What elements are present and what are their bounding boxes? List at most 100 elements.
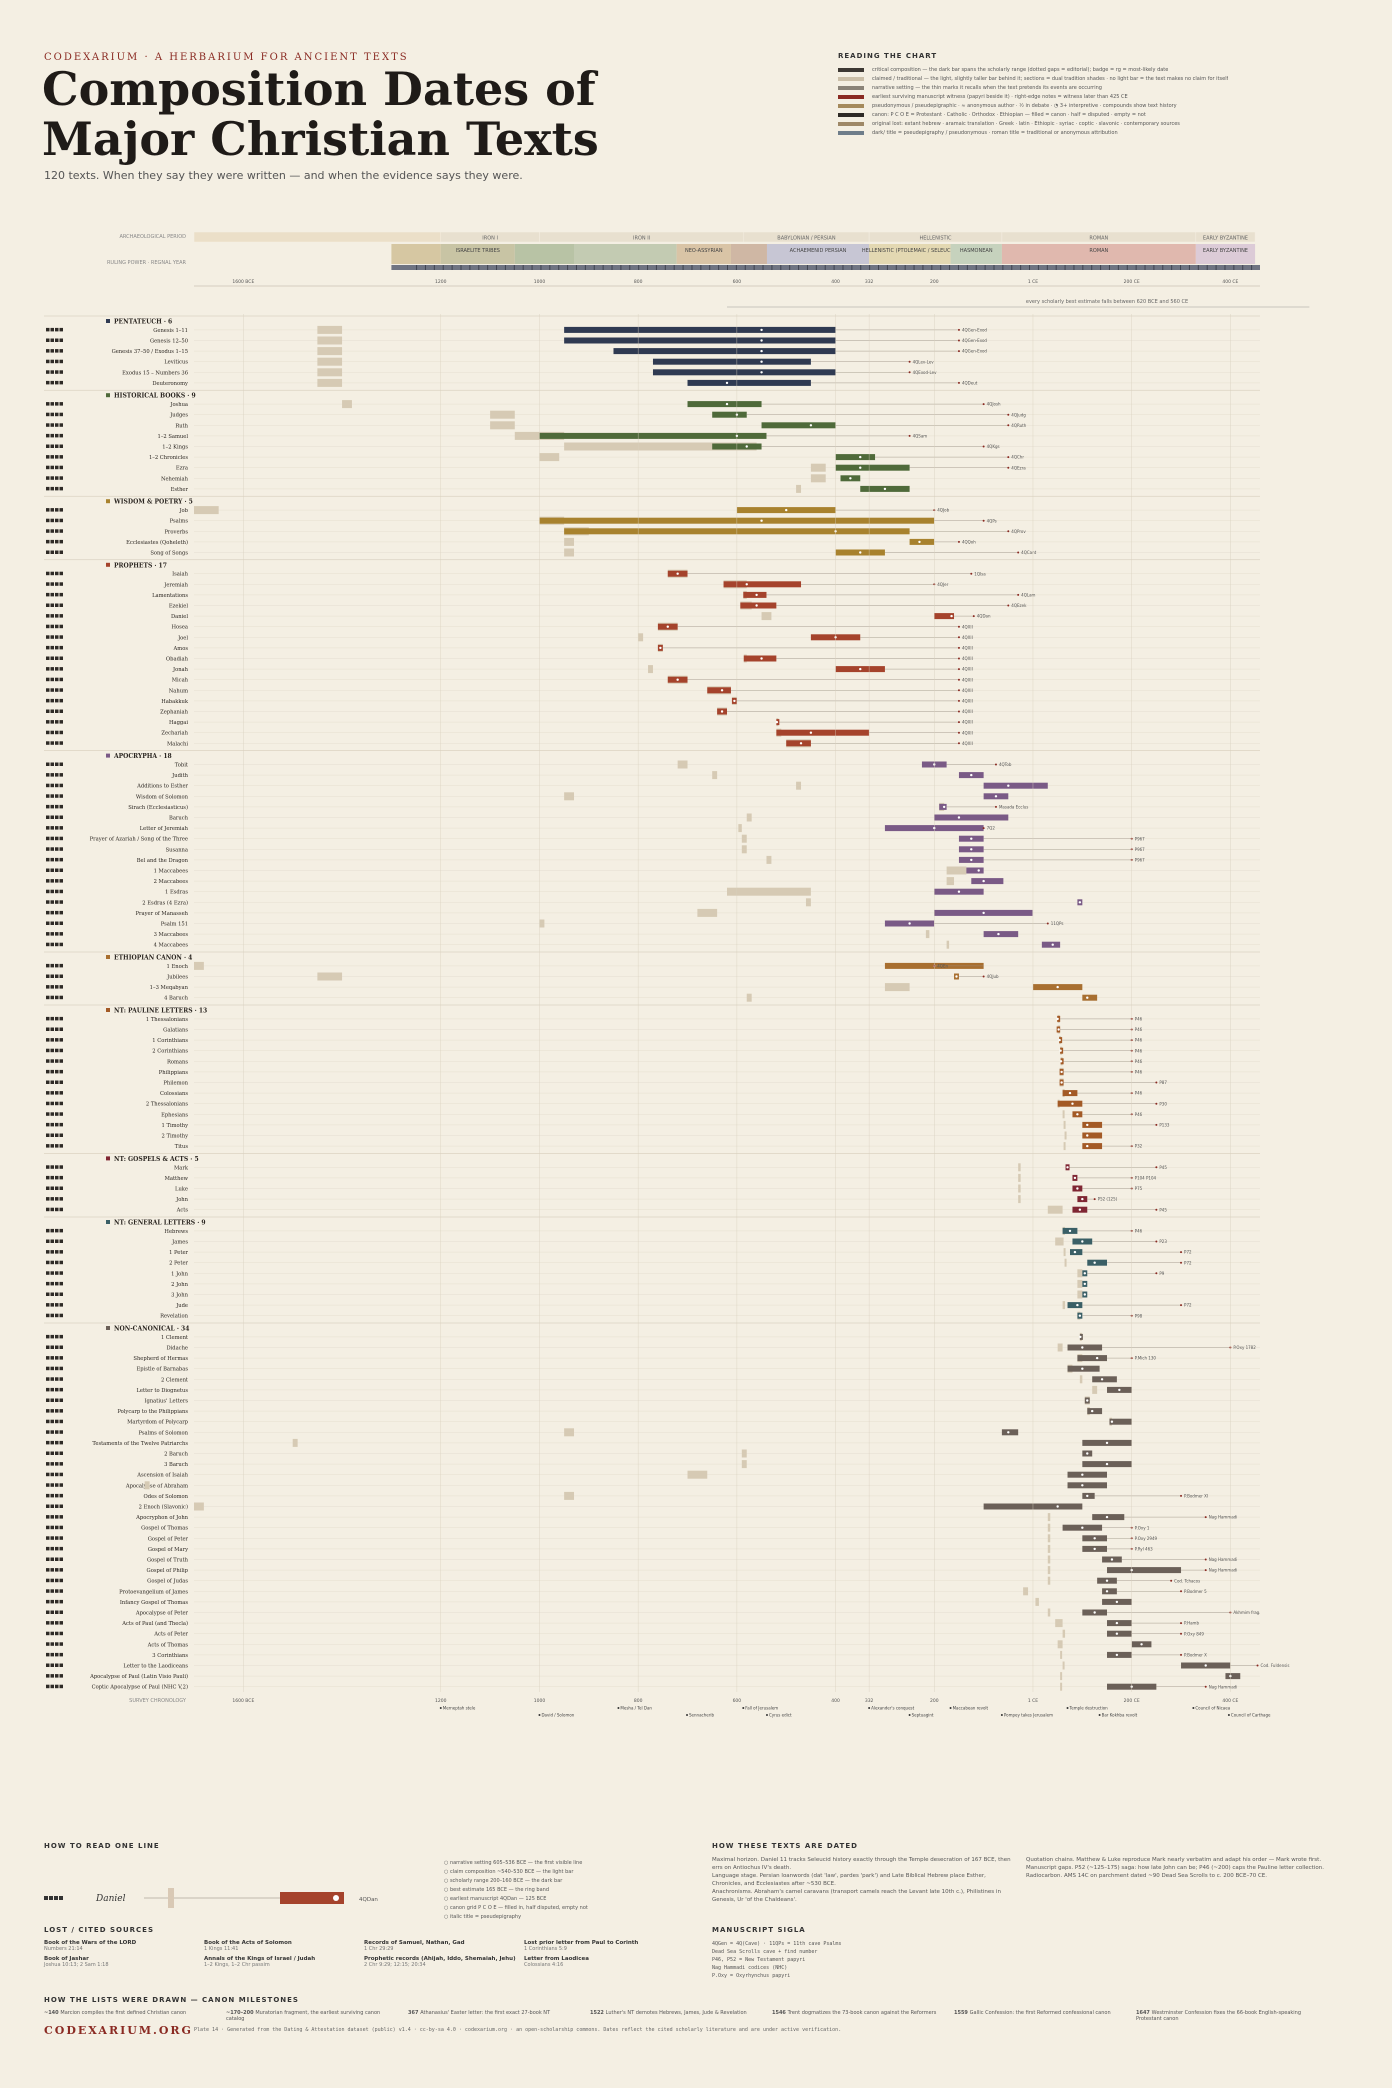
canon-box xyxy=(46,1440,50,1445)
ms-dot xyxy=(1007,413,1010,416)
canon-box xyxy=(55,380,59,385)
critical-bar xyxy=(1109,1418,1132,1425)
best-estimate-dot xyxy=(799,742,803,745)
regnal-tick xyxy=(1144,265,1146,270)
canon-box xyxy=(46,1186,50,1190)
survey-event-label: Maccabean revolt xyxy=(953,1706,989,1711)
row-title: 2 Thessalonians xyxy=(146,1102,188,1108)
canon-box xyxy=(59,1027,63,1031)
legend-rows: critical composition — the dark bar span… xyxy=(838,66,1338,137)
canon-box xyxy=(59,1239,63,1243)
claimed-bar xyxy=(194,506,219,515)
canon-box xyxy=(59,1260,63,1265)
critical-bar xyxy=(687,379,811,386)
tick-label: 1200 xyxy=(435,279,447,285)
best-estimate-dot xyxy=(982,911,985,915)
best-estimate-dot xyxy=(970,837,973,840)
ms-dot xyxy=(1204,1558,1207,1561)
canon-box xyxy=(59,603,63,607)
claimed-bar xyxy=(1018,1163,1021,1172)
ms-dot xyxy=(1017,593,1020,596)
critical-bar xyxy=(983,782,1048,789)
canon-box xyxy=(55,1409,59,1413)
regnal-tick xyxy=(558,265,560,270)
row-title: Zechariah xyxy=(161,731,188,737)
ms-dot xyxy=(957,699,960,702)
legend-swatch xyxy=(838,95,864,99)
critical-bar xyxy=(761,422,836,429)
ms-label: P.Mich 130 xyxy=(1135,1356,1157,1361)
canon-box xyxy=(55,1303,59,1307)
canon-box xyxy=(50,1409,54,1413)
ms-label: 4QChr xyxy=(1011,455,1024,460)
claimed-bar xyxy=(677,760,688,769)
ms-dot xyxy=(982,975,985,978)
best-estimate-dot xyxy=(1060,1070,1063,1074)
canon-box xyxy=(59,730,63,735)
footer-brand[interactable]: CODEXARIUM.ORG xyxy=(44,2024,193,2037)
ms-label: 4QSam xyxy=(913,434,928,439)
ms-label: P967 xyxy=(1135,836,1146,841)
section-header: HISTORICAL BOOKS · 9 xyxy=(114,393,196,400)
canon-box xyxy=(59,974,63,978)
canon-box xyxy=(50,879,54,883)
best-estimate-dot xyxy=(1086,1452,1089,1455)
lost-source: Letter from Laodicea Colossians 4:16 xyxy=(524,1956,684,1968)
row-title: Gospel of Philip xyxy=(147,1568,189,1574)
canon-box xyxy=(55,1504,59,1508)
canon-box xyxy=(55,465,59,470)
canon-box xyxy=(46,1578,50,1583)
canon-box xyxy=(59,1398,63,1402)
row-title: Odes of Solomon xyxy=(144,1494,189,1500)
canon-box xyxy=(59,1016,63,1021)
critical-bar xyxy=(1087,1259,1108,1266)
critical-bar xyxy=(539,432,767,439)
survey-event-label: Alexander's conquest xyxy=(871,1706,914,1711)
best-estimate-dot xyxy=(1059,1049,1062,1052)
regnal-tick xyxy=(922,265,924,270)
row-title: Malachi xyxy=(167,741,188,747)
regnal-tick xyxy=(584,265,586,270)
canon-box xyxy=(50,1165,54,1169)
lost-source-ref: 1 Kings 11:41 xyxy=(204,1946,239,1952)
best-estimate-dot xyxy=(725,402,729,406)
canon-box xyxy=(59,868,63,872)
canon-box xyxy=(55,985,59,989)
best-estimate-dot xyxy=(1115,1600,1119,1604)
critical-bar xyxy=(835,464,910,471)
milestone: 1546 Trent dogmatizes the 73-book canon … xyxy=(772,2010,942,2022)
canon-box xyxy=(50,476,54,480)
canon-box xyxy=(50,635,54,639)
canon-box xyxy=(50,614,54,618)
canon-box xyxy=(55,603,59,607)
row-title: Judges xyxy=(169,413,188,419)
survey-event-dot xyxy=(1066,1707,1069,1709)
section-group: PENTATEUCH · 6 Genesis 1–11 4QGen-Exod Gene… xyxy=(44,315,1260,387)
regnal-tick xyxy=(1029,265,1031,270)
row-title: 1–3 Meqabyan xyxy=(150,985,189,991)
canon-box xyxy=(59,402,63,406)
canon-box xyxy=(50,1080,54,1084)
canon-box xyxy=(50,677,54,682)
canon-box xyxy=(50,402,54,406)
ms-label: 4QDan xyxy=(977,614,991,619)
canon-box xyxy=(50,1027,54,1031)
regnal-tick xyxy=(753,265,755,270)
best-estimate-dot xyxy=(1073,1250,1077,1254)
regnal-tick xyxy=(869,265,871,270)
section-group: ETHIOPIAN CANON · 4 1 Enoch 4QEn Jubilees 4Q… xyxy=(44,951,1260,1002)
canon-box xyxy=(46,1059,50,1063)
canon-box xyxy=(55,582,59,586)
power-label: ROMAN xyxy=(1089,248,1108,254)
row-title: Shepherd of Hermas xyxy=(133,1356,188,1362)
canon-box xyxy=(55,1059,59,1063)
row-title: Gospel of Peter xyxy=(148,1536,189,1542)
ms-label: 4QKgs xyxy=(987,444,1000,449)
best-estimate-dot xyxy=(1057,1028,1060,1031)
claimed-bar xyxy=(1047,1513,1051,1522)
canon-box xyxy=(50,1313,54,1318)
canon-box xyxy=(55,1536,59,1540)
claimed-bar xyxy=(342,400,352,409)
canon-box xyxy=(46,1610,50,1614)
ms-dot xyxy=(1180,1261,1183,1264)
